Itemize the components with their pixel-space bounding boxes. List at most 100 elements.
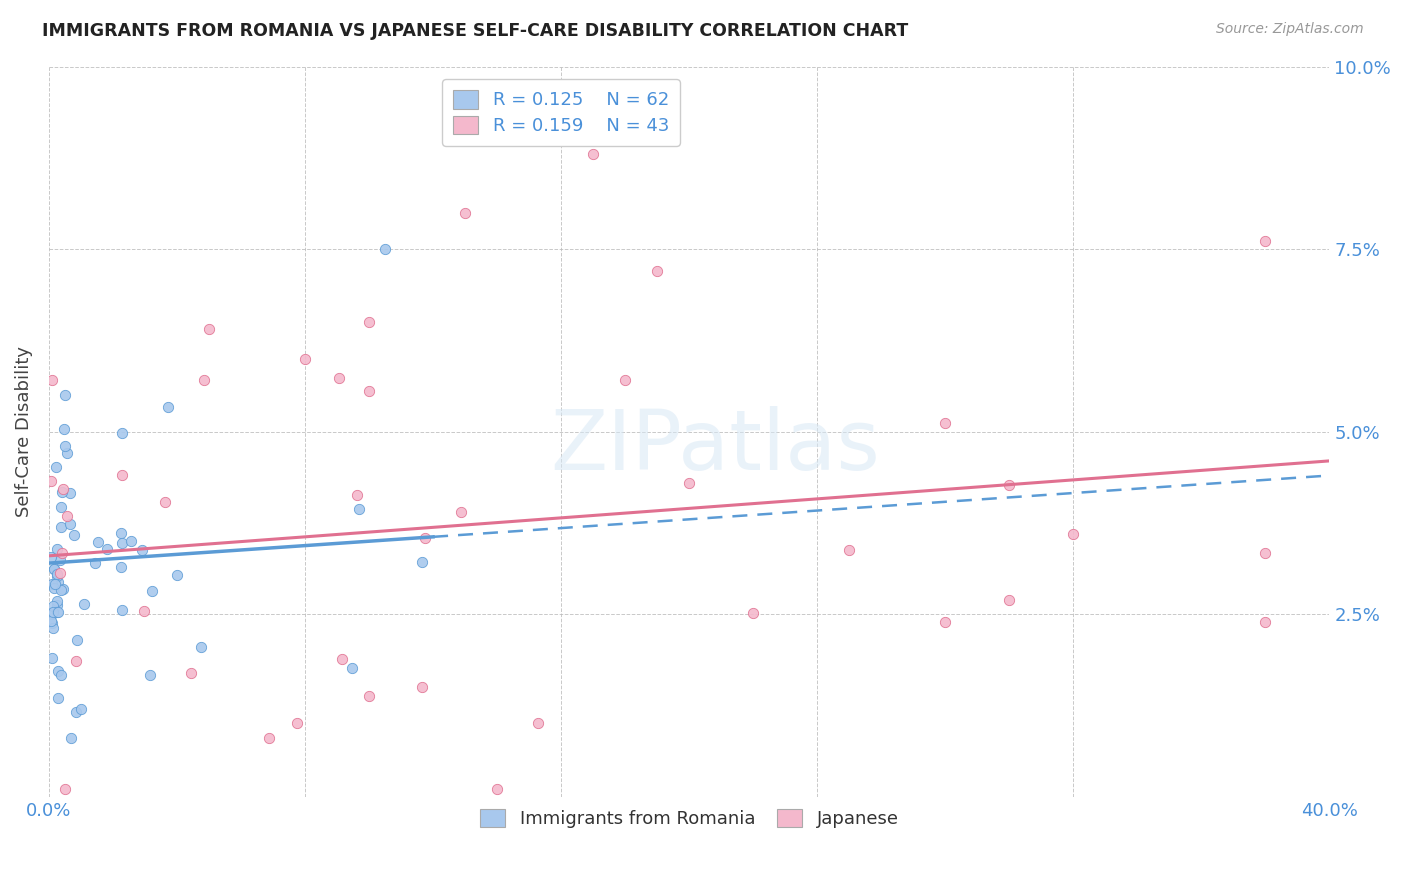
Point <box>46 574 69 589</box>
Point <box>374 242 396 256</box>
Point <box>53 439 76 453</box>
Point <box>58 517 80 532</box>
Point <box>1254 234 1277 248</box>
Point <box>742 606 765 620</box>
Point <box>111 467 134 482</box>
Point <box>45 459 67 474</box>
Point <box>411 680 433 694</box>
Point <box>52 482 75 496</box>
Point <box>120 533 142 548</box>
Point <box>141 583 163 598</box>
Point <box>330 651 353 665</box>
Point <box>998 592 1021 607</box>
Point <box>42 599 65 614</box>
Point <box>190 640 212 654</box>
Point <box>111 535 134 549</box>
Point <box>49 667 72 681</box>
Point <box>42 621 65 635</box>
Point <box>450 505 472 519</box>
Point <box>46 691 69 706</box>
Point <box>48 566 70 580</box>
Point <box>87 535 110 549</box>
Point <box>110 560 132 574</box>
Point <box>328 371 350 385</box>
Point <box>55 508 77 523</box>
Point <box>41 615 63 630</box>
Point <box>84 556 107 570</box>
Point <box>46 664 69 678</box>
Point <box>111 603 134 617</box>
Point <box>934 417 956 431</box>
Point <box>44 577 66 591</box>
Point <box>527 716 550 731</box>
Point <box>198 322 221 336</box>
Point <box>132 604 155 618</box>
Point <box>46 605 69 619</box>
Point <box>51 484 73 499</box>
Point <box>294 351 316 366</box>
Point <box>44 562 66 576</box>
Point <box>65 654 87 668</box>
Point <box>70 702 93 716</box>
Text: IMMIGRANTS FROM ROMANIA VS JAPANESE SELF-CARE DISABILITY CORRELATION CHART: IMMIGRANTS FROM ROMANIA VS JAPANESE SELF… <box>42 22 908 40</box>
Point <box>153 495 176 509</box>
Point <box>139 667 162 681</box>
Point <box>41 373 63 387</box>
Point <box>42 605 65 619</box>
Point <box>46 567 69 582</box>
Point <box>411 555 433 569</box>
Point <box>49 500 72 514</box>
Point <box>347 502 370 516</box>
Point <box>46 541 69 556</box>
Text: Source: ZipAtlas.com: Source: ZipAtlas.com <box>1216 22 1364 37</box>
Point <box>46 569 69 583</box>
Point <box>614 373 637 387</box>
Point <box>1062 526 1084 541</box>
Point <box>1254 615 1277 629</box>
Point <box>166 567 188 582</box>
Point <box>582 147 605 161</box>
Point <box>157 401 180 415</box>
Point <box>357 690 380 704</box>
Point <box>55 446 77 460</box>
Point <box>51 520 73 534</box>
Point <box>193 373 215 387</box>
Point <box>59 485 82 500</box>
Point <box>934 615 956 629</box>
Point <box>110 425 132 440</box>
Point <box>53 782 76 797</box>
Point <box>44 562 66 576</box>
Point <box>41 651 63 665</box>
Point <box>41 576 63 591</box>
Y-axis label: Self-Care Disability: Self-Care Disability <box>15 346 32 517</box>
Point <box>51 546 73 560</box>
Point <box>96 542 118 557</box>
Point <box>49 582 72 597</box>
Point <box>60 731 83 746</box>
Point <box>285 716 308 731</box>
Point <box>1254 545 1277 559</box>
Point <box>62 527 84 541</box>
Point <box>415 531 437 545</box>
Point <box>41 607 63 621</box>
Point <box>39 474 62 488</box>
Point <box>73 597 96 611</box>
Point <box>486 782 509 797</box>
Point <box>340 661 363 675</box>
Point <box>359 315 381 329</box>
Point <box>53 388 76 402</box>
Point <box>53 422 76 436</box>
Point <box>259 731 281 745</box>
Point <box>46 593 69 607</box>
Point <box>346 488 368 502</box>
Point <box>454 205 477 219</box>
Point <box>42 581 65 595</box>
Point <box>45 598 67 612</box>
Point <box>180 666 202 681</box>
Point <box>39 614 62 628</box>
Point <box>46 605 69 619</box>
Point <box>357 384 380 398</box>
Point <box>838 543 860 558</box>
Point <box>49 553 72 567</box>
Legend: Immigrants from Romania, Japanese: Immigrants from Romania, Japanese <box>472 801 905 835</box>
